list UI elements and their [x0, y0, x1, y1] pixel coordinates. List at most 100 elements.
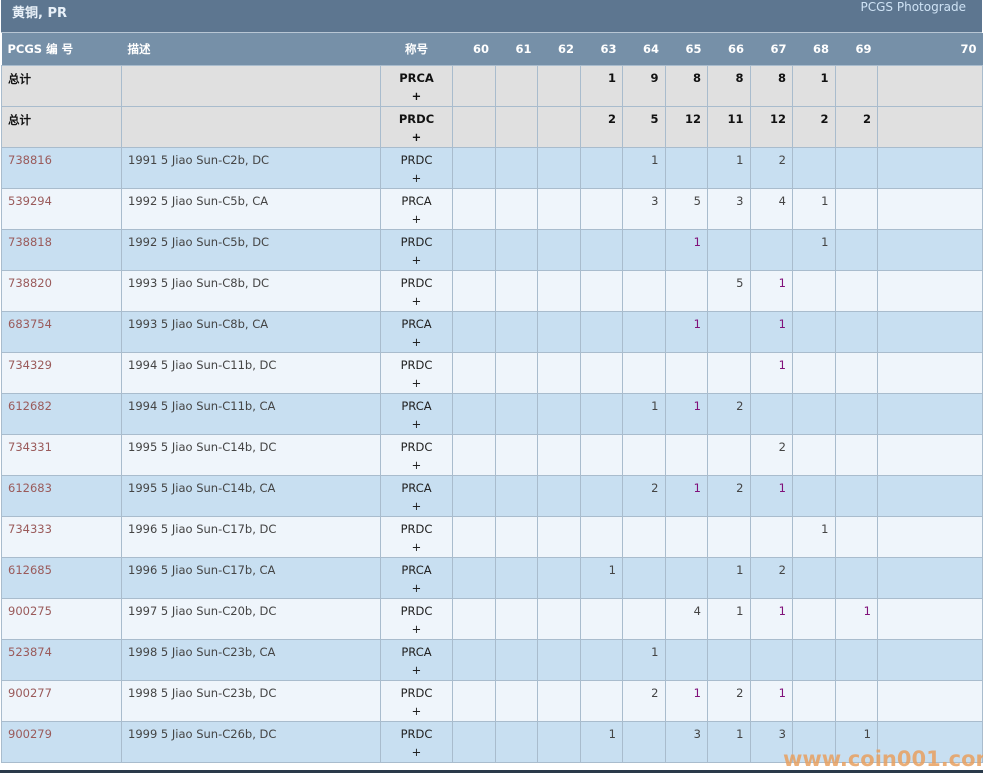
- grade-count-link[interactable]: 1: [693, 481, 701, 495]
- grade-count-link[interactable]: 1: [821, 194, 829, 208]
- plus-toggle[interactable]: +: [411, 417, 422, 431]
- grade-count-cell: 1: [622, 393, 666, 435]
- pcgs-number-link[interactable]: 738818: [8, 235, 52, 249]
- plus-toggle[interactable]: +: [411, 130, 422, 144]
- pcgs-number-link[interactable]: 523874: [8, 645, 52, 659]
- pcgs-number-link[interactable]: 612685: [8, 563, 52, 577]
- plus-toggle[interactable]: +: [411, 622, 422, 636]
- plus-toggle[interactable]: +: [411, 253, 422, 267]
- grade-count-link[interactable]: 1: [863, 727, 871, 741]
- grade-count-link[interactable]: 1: [693, 317, 701, 331]
- grade-count-link[interactable]: 1: [736, 153, 744, 167]
- grade-count-link[interactable]: 2: [778, 440, 786, 454]
- grade-count-link[interactable]: 1: [778, 276, 786, 290]
- pcgs-number-link[interactable]: 900277: [8, 686, 52, 700]
- col-grade-67[interactable]: 67: [750, 33, 793, 66]
- grade-count-link[interactable]: 1: [608, 563, 616, 577]
- grade-count-link[interactable]: 2: [651, 686, 659, 700]
- col-grade-64[interactable]: 64: [622, 33, 665, 66]
- grade-count-link[interactable]: 2: [778, 153, 786, 167]
- grade-count-link[interactable]: 2: [778, 563, 786, 577]
- plus-toggle[interactable]: +: [411, 499, 422, 513]
- pcgs-number-link[interactable]: 738820: [8, 276, 52, 290]
- grade-count-cell: [452, 680, 496, 722]
- grade-count-link[interactable]: 5: [736, 276, 744, 290]
- col-pcgs-no[interactable]: PCGS 编 号: [1, 33, 122, 66]
- pcgs-number-link[interactable]: 900279: [8, 727, 52, 741]
- grade-count-link[interactable]: 1: [693, 686, 701, 700]
- grade-count-link[interactable]: 1: [651, 399, 659, 413]
- plus-toggle[interactable]: +: [411, 745, 422, 759]
- col-grade-68[interactable]: 68: [792, 33, 835, 66]
- grade-count-link[interactable]: 2: [736, 686, 744, 700]
- col-grade-62[interactable]: 62: [537, 33, 580, 66]
- plus-toggle[interactable]: +: [411, 89, 422, 103]
- grade-count-link[interactable]: 1: [693, 399, 701, 413]
- plus-toggle[interactable]: +: [411, 171, 422, 185]
- plus-toggle[interactable]: +: [411, 294, 422, 308]
- pcgs-number-link[interactable]: 734329: [8, 358, 52, 372]
- grade-count-link[interactable]: 1: [778, 317, 786, 331]
- grade-count-link[interactable]: 3: [693, 727, 701, 741]
- grade-count-cell: 2: [749, 434, 793, 476]
- grade-count-link[interactable]: 4: [778, 194, 786, 208]
- col-grade-60[interactable]: 60: [452, 33, 495, 66]
- grade-count-link[interactable]: 1: [736, 563, 744, 577]
- plus-toggle[interactable]: +: [411, 704, 422, 718]
- col-grade-69[interactable]: 69: [835, 33, 878, 66]
- grade-count-cell: [494, 147, 538, 189]
- grade-count-link[interactable]: 1: [778, 358, 786, 372]
- plus-toggle[interactable]: +: [411, 458, 422, 472]
- plus-toggle[interactable]: +: [411, 540, 422, 554]
- description-cell: 1993 5 Jiao Sun-C8b, CA: [121, 311, 381, 353]
- grade-count-link[interactable]: 2: [736, 399, 744, 413]
- plus-toggle[interactable]: +: [411, 376, 422, 390]
- grade-count-link[interactable]: 1: [736, 604, 744, 618]
- grade-count-cell: [622, 270, 666, 312]
- grade-count-link[interactable]: 1: [736, 727, 744, 741]
- grade-count-link[interactable]: 1: [821, 235, 829, 249]
- grade-count-link[interactable]: 3: [778, 727, 786, 741]
- pcgs-number-link[interactable]: 683754: [8, 317, 52, 331]
- col-grade-61[interactable]: 61: [495, 33, 538, 66]
- plus-toggle[interactable]: +: [411, 581, 422, 595]
- grade-count-link[interactable]: 2: [651, 481, 659, 495]
- grade-count-link[interactable]: 1: [651, 645, 659, 659]
- col-designation[interactable]: 称号: [380, 33, 453, 66]
- designation-label: PRCA: [401, 481, 432, 495]
- grade-count-link[interactable]: 1: [693, 235, 701, 249]
- grade-count-cell: [537, 65, 581, 107]
- col-grade-66[interactable]: 66: [707, 33, 750, 66]
- pcgs-number-link[interactable]: 900275: [8, 604, 52, 618]
- pcgs-number-link[interactable]: 612682: [8, 399, 52, 413]
- grade-count-link[interactable]: 1: [651, 153, 659, 167]
- grade-count-link[interactable]: 2: [736, 481, 744, 495]
- grade-count-cell: [834, 639, 878, 681]
- col-description[interactable]: 描述: [121, 33, 381, 66]
- col-grade-70[interactable]: 70: [877, 33, 983, 66]
- grade-count-link[interactable]: 1: [778, 481, 786, 495]
- grade-count-link[interactable]: 1: [863, 604, 871, 618]
- grade-count-link[interactable]: 4: [693, 604, 701, 618]
- grade-count-link[interactable]: 1: [608, 727, 616, 741]
- plus-toggle[interactable]: +: [411, 335, 422, 349]
- col-grade-65[interactable]: 65: [665, 33, 708, 66]
- grade-count-cell: [537, 147, 581, 189]
- pcgs-number-link[interactable]: 539294: [8, 194, 52, 208]
- plus-toggle[interactable]: +: [411, 212, 422, 226]
- pcgs-number-link[interactable]: 734333: [8, 522, 52, 536]
- grade-count-cell: [877, 475, 983, 517]
- grade-count-link[interactable]: 5: [693, 194, 701, 208]
- pcgs-number-link[interactable]: 612683: [8, 481, 52, 495]
- designation-cell: PRCA +: [380, 65, 453, 107]
- pcgs-number-link[interactable]: 738816: [8, 153, 52, 167]
- pcgs-number-link[interactable]: 734331: [8, 440, 52, 454]
- grade-count-link[interactable]: 1: [778, 604, 786, 618]
- grade-count-link[interactable]: 1: [778, 686, 786, 700]
- col-grade-63[interactable]: 63: [580, 33, 623, 66]
- grade-count-link[interactable]: 3: [651, 194, 659, 208]
- pcgs-photograde-link[interactable]: PCGS Photograde: [860, 0, 966, 14]
- grade-count-link[interactable]: 1: [821, 522, 829, 536]
- grade-count-link[interactable]: 3: [736, 194, 744, 208]
- plus-toggle[interactable]: +: [411, 663, 422, 677]
